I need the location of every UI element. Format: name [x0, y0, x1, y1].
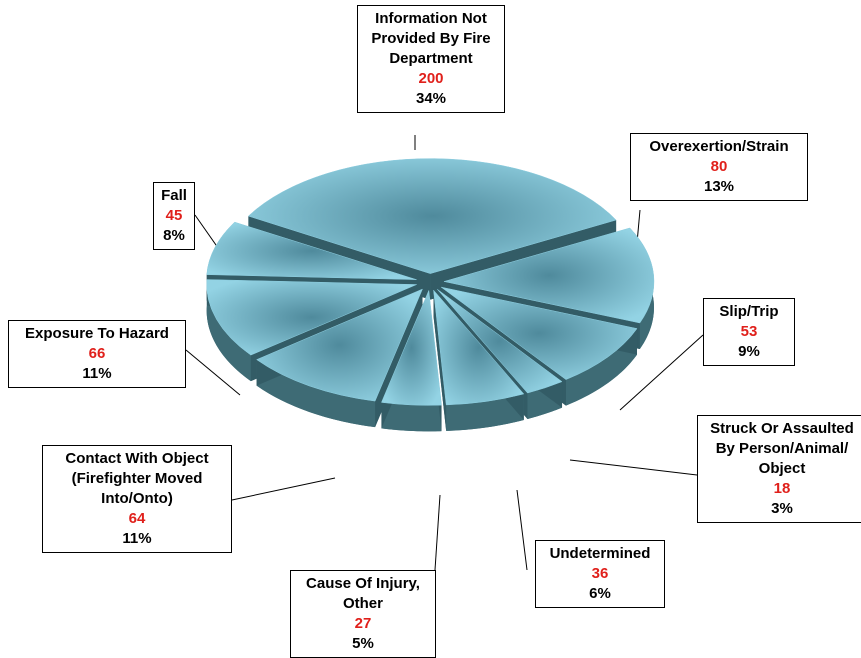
category-label: Contact With Object (Firefighter Moved I…: [65, 450, 209, 507]
leader-line: [569, 459, 698, 476]
percent-label: 11%: [82, 365, 112, 382]
leader-line: [516, 489, 528, 571]
percent-label: 11%: [122, 530, 152, 547]
category-label: Overexertion/Strain: [649, 138, 789, 155]
percent-label: 5%: [352, 635, 374, 652]
category-label: Information Not Provided By Fire Departm…: [371, 10, 491, 67]
slice-side: [565, 328, 638, 406]
data-label: Exposure To Hazard 66 11%: [8, 320, 186, 388]
data-label: Overexertion/Strain 80 13%: [630, 133, 808, 201]
slice: [256, 288, 423, 402]
slice-wall: [433, 290, 447, 431]
category-label: Slip/Trip: [719, 303, 779, 320]
data-label: Information Not Provided By Fire Departm…: [357, 5, 505, 113]
slice: [206, 221, 417, 280]
category-label: Undetermined: [549, 545, 651, 562]
leader-line: [619, 334, 704, 411]
value-label: 64: [128, 510, 146, 527]
slice: [437, 289, 563, 394]
value-label: 200: [418, 70, 444, 87]
value-label: 45: [165, 207, 183, 224]
data-label: Contact With Object (Firefighter Moved I…: [42, 445, 232, 553]
percent-label: 9%: [738, 343, 760, 360]
value-label: 27: [354, 615, 372, 632]
slice-side: [206, 279, 251, 382]
leader-line: [231, 477, 336, 501]
leader-line: [185, 349, 241, 396]
percent-label: 3%: [771, 500, 793, 517]
data-label: Undetermined 36 6%: [535, 540, 665, 608]
slice-side: [446, 393, 524, 431]
percent-label: 13%: [703, 178, 735, 195]
slice-side: [381, 402, 442, 432]
value-label: 53: [740, 323, 758, 340]
value-label: 66: [88, 345, 106, 362]
percent-label: 8%: [163, 227, 185, 244]
value-label: 80: [710, 158, 728, 175]
category-label: Cause Of Injury, Other: [306, 575, 420, 612]
slice-side: [256, 359, 376, 428]
data-label: Cause Of Injury, Other 27 5%: [290, 570, 436, 658]
value-label: 18: [773, 480, 791, 497]
category-label: Struck Or Assaulted By Person/Animal/ Ob…: [710, 420, 854, 477]
value-label: 36: [591, 565, 609, 582]
slice: [381, 289, 442, 406]
slice: [443, 227, 655, 324]
slice: [433, 289, 525, 406]
data-label: Struck Or Assaulted By Person/Animal/ Ob…: [697, 415, 861, 523]
data-label: Slip/Trip 53 9%: [703, 298, 795, 366]
slice: [247, 158, 617, 274]
data-label: Fall 45 8%: [153, 182, 195, 250]
pie: [206, 158, 655, 432]
percent-label: 34%: [415, 90, 447, 107]
slice: [440, 286, 638, 380]
leader-line: [434, 494, 441, 571]
category-label: Fall: [161, 187, 187, 204]
category-label: Exposure To Hazard: [25, 325, 169, 342]
slice: [206, 279, 417, 356]
percent-label: 6%: [589, 585, 611, 602]
leader-lines: [185, 135, 704, 571]
